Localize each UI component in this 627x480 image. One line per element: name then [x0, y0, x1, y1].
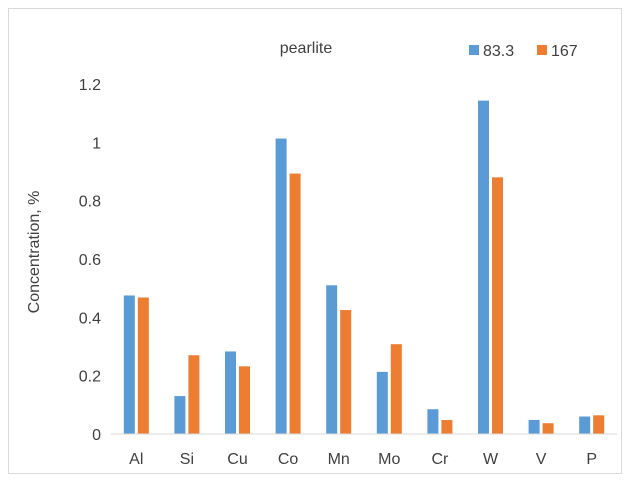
y-axis-title: Concentration, %: [26, 191, 43, 314]
y-tick-label: 0.4: [79, 310, 101, 327]
y-tick-label: 1.2: [79, 77, 101, 94]
bar-al-series-1: [123, 295, 135, 434]
bar-mn-series-2: [340, 310, 352, 434]
bar-co-series-1: [275, 138, 287, 435]
bar-cr-series-1: [427, 409, 439, 434]
legend-label: 83.3: [483, 43, 514, 60]
bar-p-series-1: [579, 416, 591, 434]
x-tick-label: Al: [129, 451, 143, 468]
x-axis-labels: Al Si Cu Co Mn Mo Cr W V P: [129, 451, 597, 468]
legend-swatch: [537, 45, 547, 55]
chart-frame: pearlite Concentration, % 0 0.2 0.4 0.6 0.8 1…: [8, 8, 622, 474]
bar-v-series-2: [542, 423, 554, 434]
bar-mo-series-1: [376, 371, 388, 435]
y-tick-label: 1: [92, 135, 101, 152]
bar-w-series-2: [492, 177, 503, 434]
bar-al-series-2: [137, 297, 149, 434]
bar-w-series-1: [478, 100, 489, 435]
bar-si-series-2: [188, 355, 200, 434]
y-axis-ticks: 0 0.2 0.4 0.6 0.8 1 1.2: [79, 77, 101, 444]
x-tick-label: Cr: [431, 451, 449, 468]
x-tick-label: Co: [278, 451, 299, 468]
y-tick-label: 0: [92, 427, 101, 444]
bars: [123, 100, 605, 435]
x-tick-label: Mn: [328, 451, 350, 468]
y-tick-label: 0.8: [79, 194, 101, 211]
x-tick-label: V: [536, 451, 547, 468]
bar-chart: pearlite Concentration, % 0 0.2 0.4 0.6 0.8 1…: [26, 40, 617, 468]
x-tick-label: Cu: [227, 451, 247, 468]
bar-si-series-1: [174, 396, 186, 434]
legend-label: 167: [551, 43, 578, 60]
bar-cu-series-2: [239, 366, 250, 434]
x-tick-label: P: [586, 451, 597, 468]
x-tick-label: Si: [180, 451, 194, 468]
y-tick-label: 0.2: [79, 369, 101, 386]
y-tick-label: 0.6: [79, 252, 101, 269]
x-tick-label: Mo: [378, 451, 400, 468]
legend-swatch: [469, 45, 479, 55]
legend: 83.3 167: [469, 43, 578, 60]
bar-cr-series-2: [441, 420, 453, 434]
bar-p-series-2: [593, 415, 605, 434]
bar-mo-series-2: [390, 344, 402, 434]
bar-v-series-1: [528, 420, 540, 434]
bar-mn-series-1: [326, 285, 338, 434]
bar-cu-series-1: [225, 351, 236, 434]
bar-co-series-2: [289, 173, 301, 435]
x-tick-label: W: [483, 451, 499, 468]
chart-title: pearlite: [280, 40, 333, 57]
